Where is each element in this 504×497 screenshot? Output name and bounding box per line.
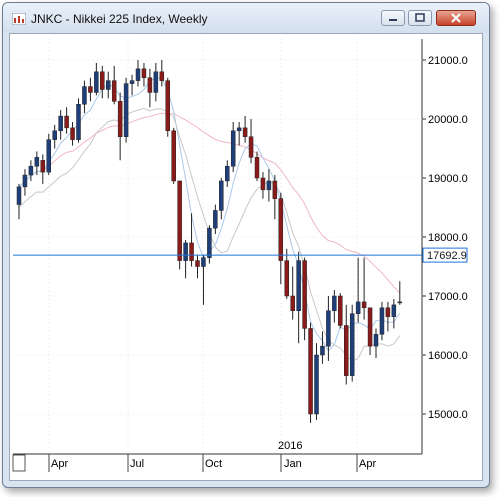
maximize-button[interactable]	[408, 10, 432, 26]
candles	[16, 60, 403, 423]
candle-up	[135, 68, 141, 81]
window-title: JNKC - Nikkei 225 Index, Weekly	[31, 12, 208, 26]
candle-up	[349, 313, 355, 376]
candle-up	[106, 80, 111, 90]
price-label: 18000.0	[428, 232, 468, 244]
candle-up	[296, 260, 301, 312]
candle-up	[213, 210, 218, 229]
candle-up	[236, 127, 242, 132]
price-chart[interactable]: 17692.9 21000.0 20000.0 19000.0 18000.0 …	[10, 34, 482, 480]
candle-down	[141, 68, 147, 78]
candle-up	[219, 180, 224, 211]
candle-up	[82, 86, 87, 105]
year-label: 2016	[278, 440, 302, 452]
candle-up	[266, 180, 272, 191]
price-level-tag	[422, 247, 468, 263]
candle-down	[147, 77, 153, 93]
candle-up	[355, 301, 361, 314]
candle-up	[34, 157, 40, 167]
date-label: Jan	[284, 458, 302, 470]
candle-down	[159, 71, 165, 81]
candle-up	[314, 354, 319, 415]
candle-up	[373, 334, 379, 347]
candle-up	[46, 139, 51, 173]
candle-down	[177, 180, 182, 261]
maximize-icon	[415, 13, 425, 22]
candle-down	[171, 130, 176, 182]
candle-down	[344, 325, 349, 376]
candle-up	[76, 104, 81, 140]
candle-down	[100, 71, 105, 90]
candle-down	[248, 136, 254, 158]
candle-down	[64, 115, 69, 129]
candle-up	[129, 80, 135, 84]
price-label: 15000.0	[428, 409, 468, 421]
candle-down	[40, 160, 46, 173]
candle-down	[290, 295, 295, 311]
candle-down	[189, 242, 194, 261]
price-axis-labels: 21000.0 20000.0 19000.0 18000.0 17000.0 …	[428, 55, 468, 421]
candle-up	[391, 304, 397, 317]
candle-up	[225, 165, 230, 182]
candle-down	[272, 180, 278, 199]
candle-down	[165, 80, 170, 132]
candle-up	[153, 71, 159, 93]
candle-down	[385, 307, 391, 317]
candle-up	[28, 165, 34, 176]
candle-down	[284, 260, 289, 297]
candle-up	[201, 257, 206, 267]
price-label: 16000.0	[428, 350, 468, 362]
candle-up	[332, 295, 337, 311]
date-label: Apr	[359, 458, 376, 470]
candle-down	[117, 101, 123, 137]
candle-up	[58, 115, 63, 132]
candle-down	[367, 307, 373, 347]
price-label: 20000.0	[428, 114, 468, 126]
candle-up	[16, 186, 22, 205]
candle-down	[111, 80, 117, 102]
date-label: Oct	[205, 458, 222, 470]
price-label: 21000.0	[428, 55, 468, 67]
candle-up	[123, 83, 129, 137]
date-axis-labels: Apr Jul Oct Jan Apr 2016	[48, 440, 376, 472]
scroll-box[interactable]	[12, 454, 26, 472]
candle-down	[260, 177, 266, 191]
app-icon	[12, 13, 26, 25]
candle-up	[397, 301, 403, 304]
chart-area[interactable]: 17692.9 21000.0 20000.0 19000.0 18000.0 …	[9, 33, 483, 481]
date-label: Apr	[51, 458, 68, 470]
candle-down	[302, 260, 307, 329]
date-label: Jul	[130, 458, 144, 470]
price-label: 19000.0	[428, 173, 468, 185]
candle-up	[326, 310, 331, 347]
candle-up	[230, 130, 236, 167]
candle-down	[361, 301, 367, 309]
minimize-icon	[389, 19, 397, 21]
candle-down	[70, 127, 75, 140]
minimize-button[interactable]	[381, 10, 405, 26]
candle-up	[207, 227, 212, 258]
candle-down	[308, 328, 313, 415]
candle-up	[94, 71, 99, 93]
slow-moving-average-line	[18, 112, 401, 294]
price-level-label: 17692.9	[427, 250, 467, 262]
candle-down	[88, 86, 93, 93]
candle-down	[254, 157, 260, 179]
candle-down	[195, 260, 200, 267]
price-label: 17000.0	[428, 291, 468, 303]
candle-down	[338, 295, 343, 326]
plot-background	[13, 39, 422, 454]
candle-down	[242, 127, 248, 137]
close-icon	[451, 13, 461, 23]
title-bar[interactable]: JNKC - Nikkei 225 Index, Weekly	[3, 3, 489, 33]
candle-up	[52, 130, 57, 140]
candle-down	[278, 198, 284, 261]
candle-up	[183, 242, 188, 261]
candle-up	[320, 345, 325, 356]
close-button[interactable]	[436, 10, 476, 26]
candle-up	[379, 307, 385, 335]
candle-up	[22, 174, 28, 188]
chart-window: JNKC - Nikkei 225 Index, Weekly 176	[2, 2, 490, 488]
